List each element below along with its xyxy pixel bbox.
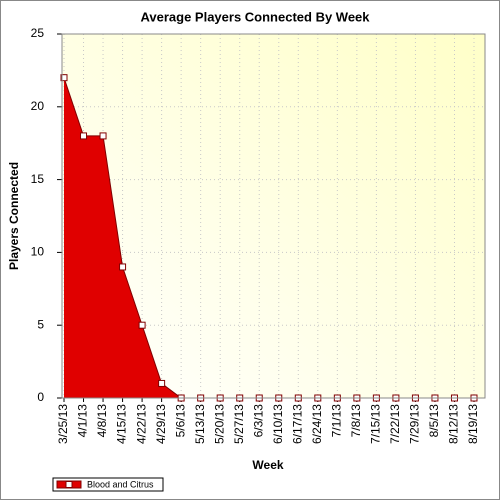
x-tick-label: 6/10/13 — [271, 404, 285, 444]
x-tick-label: 4/29/13 — [154, 404, 168, 444]
x-tick-label: 6/3/13 — [251, 404, 265, 438]
x-tick-label: 4/1/13 — [76, 404, 90, 438]
x-tick-label: 4/15/13 — [115, 404, 129, 444]
y-tick-label: 15 — [31, 172, 45, 186]
x-axis-title: Week — [252, 458, 283, 472]
y-axis-title: Players Connected — [7, 162, 21, 270]
point-marker — [158, 379, 166, 387]
point-marker — [99, 132, 107, 140]
x-tick-label: 7/22/13 — [388, 404, 402, 444]
y-tick-label: 25 — [31, 26, 45, 40]
x-tick-label: 5/20/13 — [212, 404, 226, 444]
x-tick-label: 3/25/13 — [56, 404, 70, 444]
point-marker — [60, 74, 68, 82]
y-tick-label: 0 — [37, 390, 44, 404]
area-fill — [64, 77, 474, 399]
y-tick-label: 10 — [31, 245, 45, 259]
x-tick-label: 5/27/13 — [232, 404, 246, 444]
x-tick-label: 7/29/13 — [408, 404, 422, 444]
x-tick-label: 5/6/13 — [173, 404, 187, 438]
x-tick-label: 6/24/13 — [310, 404, 324, 444]
plot-border — [61, 33, 486, 399]
y-tick-label: 5 — [37, 317, 44, 331]
y-tick-label: 20 — [31, 99, 45, 113]
x-tick-label: 8/5/13 — [427, 404, 441, 438]
point-marker — [119, 263, 127, 271]
legend-label: Blood and Citrus — [87, 479, 154, 489]
x-tick-label: 4/22/13 — [134, 404, 148, 444]
legend-marker — [65, 481, 73, 488]
point-marker — [138, 321, 146, 329]
point-marker — [80, 132, 88, 140]
x-tick-label: 4/8/13 — [95, 404, 109, 438]
x-tick-label: 8/19/13 — [466, 404, 480, 444]
x-tick-label: 6/17/13 — [290, 404, 304, 444]
x-tick-label: 8/12/13 — [447, 404, 461, 444]
chart-title: Average Players Connected By Week — [140, 9, 370, 24]
x-tick-label: 7/1/13 — [330, 404, 344, 438]
x-tick-label: 5/13/13 — [193, 404, 207, 444]
x-tick-label: 7/15/13 — [369, 404, 383, 444]
x-tick-label: 7/8/13 — [349, 404, 363, 438]
